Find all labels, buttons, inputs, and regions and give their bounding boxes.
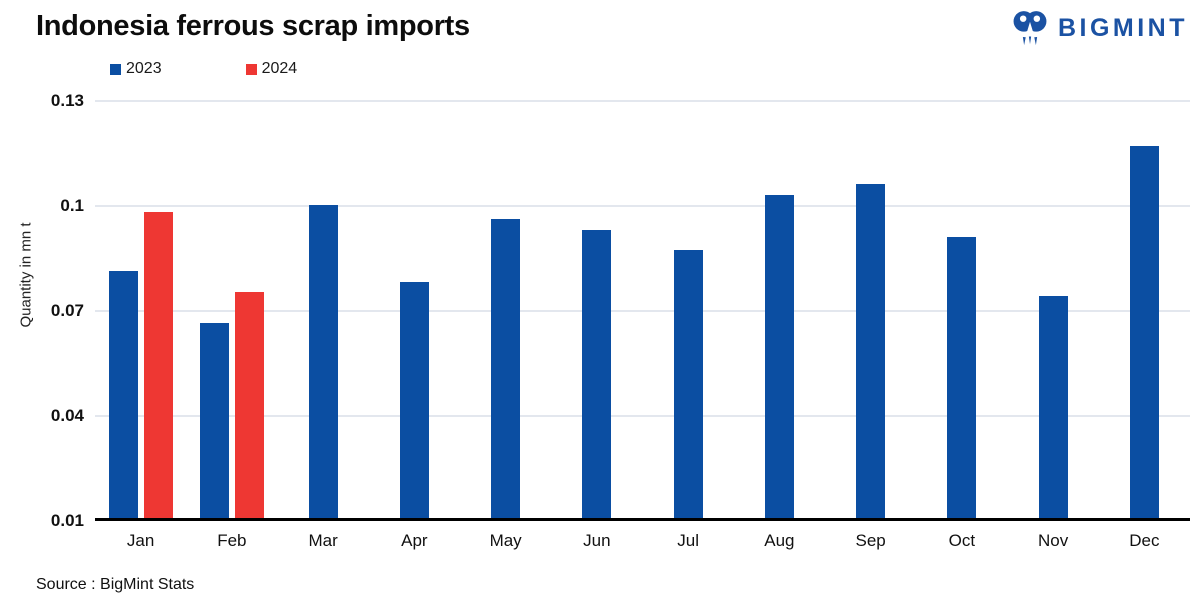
gridline-0.1 [95, 205, 1190, 207]
bar-2023-sep [856, 184, 886, 518]
bar-2023-dec [1129, 146, 1159, 518]
x-tick-oct: Oct [948, 531, 976, 550]
bar-group-sep [825, 101, 916, 518]
legend-swatch-2024 [245, 63, 257, 75]
bigmint-logo-text: BIGMINT [1057, 13, 1188, 42]
legend-item-2024: 2024 [245, 60, 298, 78]
x-tick-may: May [489, 531, 522, 550]
x-tick-dec: Dec [1129, 531, 1160, 550]
y-axis-ticks: 0.01 0.04 0.07 0.1 0.13 [0, 91, 84, 530]
bar-2023-oct [947, 236, 977, 518]
page-title: Indonesia ferrous scrap imports [36, 10, 470, 42]
legend-label-2023: 2023 [126, 60, 162, 77]
plot-area [95, 100, 1190, 521]
bar-group-apr [369, 101, 460, 518]
bar-2023-nov [1038, 295, 1068, 518]
bar-group-jan [95, 101, 186, 518]
legend-swatch-2023 [110, 63, 121, 75]
bar-group-may [460, 101, 551, 518]
bar-2023-apr [399, 281, 429, 518]
bigmint-logo-icon [1013, 11, 1047, 46]
bar-group-dec [1099, 101, 1190, 518]
source-note: Source : BigMint Stats [36, 576, 195, 593]
x-tick-nov: Nov [1038, 531, 1069, 550]
y-tick-0.01: 0.01 [50, 511, 84, 530]
x-tick-jan: Jan [126, 531, 155, 550]
gridline-0.07 [95, 310, 1190, 312]
bars-layer [95, 101, 1190, 518]
bar-group-jun [551, 101, 642, 518]
bigmint-logo: BIGMINT [1011, 8, 1188, 48]
bar-group-mar [278, 101, 369, 518]
bar-2024-jan [143, 212, 173, 518]
x-tick-jun: Jun [583, 531, 611, 550]
bar-2024-feb [234, 292, 264, 518]
y-tick-0.13: 0.13 [50, 91, 84, 110]
gridline-0.13 [95, 100, 1190, 102]
gridline-0.04 [95, 415, 1190, 417]
bar-group-feb [186, 101, 277, 518]
y-tick-0.07: 0.07 [50, 301, 84, 320]
x-axis-ticks: Jan Feb Mar Apr May Jun Jul Aug Sep Oct Nov Dec [95, 531, 1190, 551]
x-tick-sep: Sep [855, 531, 886, 550]
bar-2023-jul [673, 250, 703, 518]
x-tick-jul: Jul [677, 531, 699, 550]
bar-group-aug [734, 101, 825, 518]
bar-group-jul [643, 101, 734, 518]
legend-item-2023: 2023 [110, 60, 162, 78]
bar-2023-may [491, 219, 521, 518]
bar-group-oct [916, 101, 1007, 518]
legend: 2023 2024 [110, 60, 297, 78]
x-tick-apr: Apr [401, 531, 428, 550]
y-tick-0.1: 0.1 [60, 196, 84, 215]
legend-label-2024: 2024 [261, 60, 298, 77]
bar-2023-aug [764, 194, 794, 518]
bar-2023-jan [108, 271, 138, 518]
x-tick-mar: Mar [308, 531, 338, 550]
bar-2023-jun [582, 229, 612, 518]
bar-group-nov [1008, 101, 1099, 518]
bar-2023-mar [308, 205, 338, 518]
x-tick-feb: Feb [217, 531, 247, 550]
bar-2023-feb [199, 323, 229, 518]
y-tick-0.04: 0.04 [50, 406, 84, 425]
x-tick-aug: Aug [764, 531, 795, 550]
